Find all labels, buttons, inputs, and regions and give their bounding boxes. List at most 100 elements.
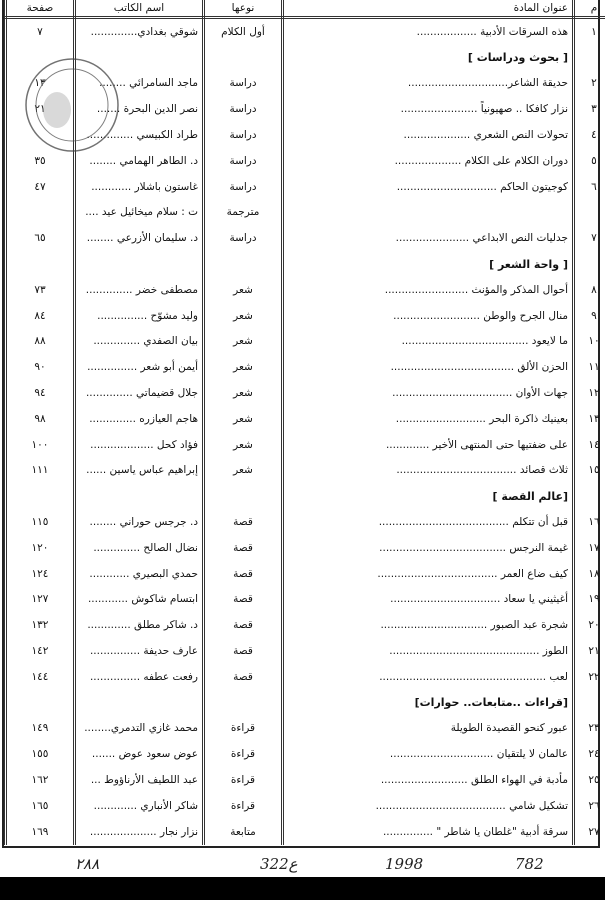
- item-author: [73, 483, 205, 510]
- table-header-row: م عنوان المادة نوعها اسم الكاتب صفحة: [4, 0, 605, 19]
- item-number: [572, 689, 605, 716]
- item-page: ١٦٥: [4, 792, 76, 819]
- item-type: دراسة: [202, 96, 284, 123]
- table-row: ١٩ أغيثيني يا سعاد ......................…: [4, 586, 605, 613]
- table-row: ٦ كوجيتون الحاكم ........................…: [4, 173, 605, 200]
- item-title: الطوز ..................................…: [281, 638, 575, 664]
- item-author: ت : سلام ميخائيل عيد ....: [73, 199, 205, 226]
- item-type: قصة: [202, 612, 284, 639]
- item-type: قصة: [202, 663, 284, 690]
- section-heading-row: [ بحوث ودراسات ]: [4, 44, 605, 71]
- item-number: ١٢: [572, 380, 605, 406]
- table-row: ٨ أحوال المذكر والمؤنث ..................…: [4, 276, 605, 303]
- table-row: ٢٣ عبور كنحو القصيدة الطويلة قراءة محمد غاز…: [4, 715, 605, 742]
- table-row: ٢٥ مأدبة في الهواء الطلق ................…: [4, 767, 605, 793]
- table-row: ١٤ على ضفتيها حتى المنتهى الأخير ........…: [4, 431, 605, 458]
- section-heading: [ واحة الشعر ]: [281, 251, 575, 277]
- item-title: لعب ....................................…: [281, 663, 575, 690]
- item-number: ٧: [572, 225, 605, 252]
- section-heading: [عالم القصة ]: [281, 483, 575, 510]
- item-number: ١٠: [572, 328, 605, 355]
- item-type: شعر: [202, 302, 284, 329]
- item-title: عالمان لا يلتقيان ......................…: [281, 741, 575, 768]
- item-type: قصة: [202, 509, 284, 535]
- item-title: قبل أن تتكلم ...........................…: [281, 509, 575, 535]
- item-number: ٢٥: [572, 767, 605, 793]
- table-row: ٩ منال الجرح والوطن .....................…: [4, 302, 605, 329]
- item-number: ١١: [572, 354, 605, 381]
- item-title: أغيثيني يا سعاد ........................…: [281, 586, 575, 613]
- item-author: [73, 689, 205, 716]
- item-type: شعر: [202, 431, 284, 458]
- section-heading: [قراءات ..متابعات.. حوارات]: [281, 689, 575, 716]
- item-type: [202, 251, 284, 277]
- item-type: [202, 44, 284, 71]
- item-page: ١٤٢: [4, 638, 76, 664]
- section-heading-row: [قراءات ..متابعات.. حوارات]: [4, 689, 605, 716]
- item-type: شعر: [202, 354, 284, 381]
- item-author: رفعت عطفه ...............: [73, 663, 205, 690]
- item-type: شعر: [202, 380, 284, 406]
- item-type: دراسة: [202, 70, 284, 97]
- item-author: فؤاد كحل ...................: [73, 431, 205, 458]
- item-type: قراءة: [202, 792, 284, 819]
- library-stamp-icon: [25, 58, 119, 152]
- item-number: ٢٦: [572, 792, 605, 819]
- table-row: ١٧ غيمة النرجس ..........................…: [4, 534, 605, 561]
- item-number: ٥: [572, 147, 605, 174]
- item-title: نزار كافكا .. صهيونياً .................…: [281, 96, 575, 123]
- item-author: نضال الصالح ..............: [73, 534, 205, 561]
- item-number: ١: [572, 17, 605, 45]
- item-number: ٨: [572, 276, 605, 303]
- item-page: ١٢٠: [4, 534, 76, 561]
- item-number: ٦: [572, 173, 605, 200]
- item-number: ٤: [572, 122, 605, 148]
- item-page: ٢١: [4, 96, 76, 123]
- item-page: ١٢٤: [4, 560, 76, 587]
- item-author: د. جرجس حوراني ........: [73, 509, 205, 535]
- item-type: قصة: [202, 560, 284, 587]
- item-number: [572, 199, 605, 226]
- item-type: [202, 483, 284, 510]
- item-page: ١٣: [4, 70, 76, 97]
- item-author: د. الطاهر الهمامي ........: [73, 147, 205, 174]
- item-number: ١٩: [572, 586, 605, 613]
- table-row: ١٦ قبل أن تتكلم .........................…: [4, 509, 605, 535]
- table-row: ٢٦ تشكيل شامي ...........................…: [4, 792, 605, 819]
- item-type: شعر: [202, 457, 284, 484]
- item-author: [73, 251, 205, 277]
- item-type: دراسة: [202, 173, 284, 200]
- item-number: ١٤: [572, 431, 605, 458]
- item-page: [4, 44, 76, 71]
- item-number: ٢٣: [572, 715, 605, 742]
- item-author: شوقي بغدادي..............: [73, 17, 205, 45]
- item-page: ٧٣: [4, 276, 76, 303]
- item-title: حديقة الشاعر............................…: [281, 70, 575, 97]
- item-author: غاستون باشلار ............: [73, 173, 205, 200]
- table-row: ٢ حديقة الشاعر...........................…: [4, 70, 605, 97]
- item-author: نصر الدين البحرة .......: [73, 96, 205, 123]
- item-number: ٢٧: [572, 818, 605, 845]
- item-author: أيمن أبو شعر ...............: [73, 354, 205, 381]
- item-number: ١٨: [572, 560, 605, 587]
- item-page: [4, 483, 76, 510]
- item-title: [281, 199, 575, 226]
- item-number: ١٧: [572, 534, 605, 561]
- table-row: ١٥ ثلاث قصائد ...........................…: [4, 457, 605, 484]
- item-type: دراسة: [202, 225, 284, 252]
- item-author: [73, 44, 205, 71]
- table-row: ٢٧ سرقة أدبية "غلطان يا شاطر " ..........…: [4, 818, 605, 845]
- item-number: ١٥: [572, 457, 605, 484]
- item-page: ٧: [4, 17, 76, 45]
- item-title: مأدبة في الهواء الطلق ..................…: [281, 767, 575, 793]
- item-title: ما لايعود ..............................…: [281, 328, 575, 355]
- item-number: ٢٢: [572, 663, 605, 690]
- item-page: ١١٥: [4, 509, 76, 535]
- item-page: ١٦٩: [4, 818, 76, 845]
- item-page: ٩٠: [4, 354, 76, 381]
- table-of-contents: م عنوان المادة نوعها اسم الكاتب صفحة ١ هذ…: [4, 0, 605, 845]
- item-page: ٩٤: [4, 380, 76, 406]
- item-page: ٨٤: [4, 302, 76, 329]
- table-row: ٢٠ شجرة عبد الصبور ......................…: [4, 612, 605, 639]
- item-title: الحزن الألق ............................…: [281, 354, 575, 381]
